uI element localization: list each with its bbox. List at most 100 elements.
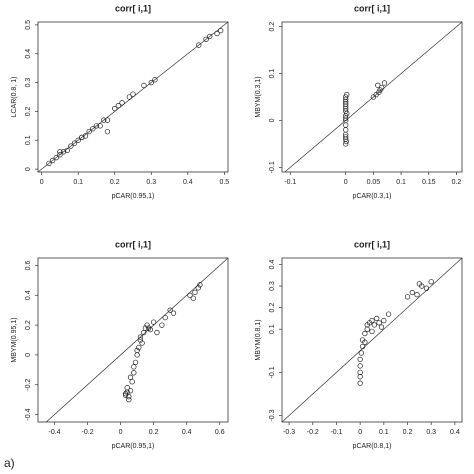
- x-tick-label: -0.4: [48, 429, 60, 436]
- y-tick-label: 0.3: [25, 78, 32, 88]
- x-tick-label: -0.1: [330, 429, 342, 436]
- point: [357, 380, 363, 386]
- point: [154, 329, 160, 336]
- point: [122, 392, 129, 398]
- y-tick-label: 0.5: [25, 20, 32, 30]
- point: [60, 149, 67, 155]
- point: [115, 103, 122, 109]
- x-tick-label: 0.1: [379, 429, 389, 436]
- point: [144, 322, 150, 328]
- y-tick-label: -0.4: [25, 408, 32, 420]
- y-tick-label: 0.2: [25, 106, 32, 116]
- x-tick-label: 0.5: [219, 179, 229, 186]
- point: [147, 326, 153, 333]
- point: [196, 42, 202, 48]
- x-tick-label: 0.3: [426, 429, 436, 436]
- point: [357, 363, 363, 369]
- plot-frame: [281, 21, 463, 173]
- point: [385, 311, 392, 317]
- point: [362, 330, 368, 337]
- x-tick-label: -0.1: [284, 179, 296, 186]
- y-axis-label: MBYM(0.3,1): [255, 76, 262, 117]
- point: [53, 154, 59, 161]
- point: [104, 117, 111, 123]
- y-tick-label: 0: [269, 118, 276, 122]
- x-tick-label: 0.15: [422, 179, 436, 186]
- y-tick-label: 0.1: [269, 324, 276, 334]
- point: [371, 322, 378, 328]
- point: [132, 359, 139, 366]
- x-tick-label: 0.2: [403, 429, 413, 436]
- point: [358, 350, 364, 356]
- point: [119, 100, 125, 106]
- point: [134, 352, 140, 358]
- plot-frame: [37, 257, 229, 423]
- x-tick-label: 0.6: [215, 429, 225, 436]
- x-tick-label: -0.2: [307, 429, 319, 436]
- point: [71, 140, 78, 146]
- x-tick-label: 0.3: [146, 179, 156, 186]
- point: [416, 281, 423, 287]
- y-tick-label: -0.1: [269, 161, 276, 173]
- x-tick-label: 0: [119, 429, 123, 436]
- x-tick-label: -0.3: [283, 429, 295, 436]
- point: [137, 337, 144, 343]
- point: [49, 157, 56, 164]
- point: [137, 334, 144, 340]
- y-tick-label: 0.2: [25, 320, 32, 330]
- y-tick-label: 0: [25, 353, 32, 357]
- y-tick-label: 0.4: [25, 290, 32, 300]
- x-tick-label: 0.4: [450, 429, 460, 436]
- point: [126, 394, 132, 400]
- point: [170, 310, 177, 316]
- point: [404, 294, 411, 300]
- y-tick-label: -0.3: [269, 409, 276, 421]
- caption: a): [4, 456, 15, 470]
- point: [130, 91, 136, 97]
- point: [374, 315, 380, 322]
- point: [134, 347, 140, 354]
- y-tick-label: 0.6: [25, 260, 32, 270]
- point: [190, 295, 196, 301]
- point: [93, 123, 100, 129]
- point: [75, 137, 81, 143]
- point: [167, 307, 173, 313]
- point: [146, 325, 152, 331]
- point: [90, 126, 96, 132]
- point: [152, 77, 158, 83]
- point: [343, 127, 349, 133]
- point: [86, 128, 92, 135]
- point: [46, 160, 52, 166]
- identity-line: [284, 21, 463, 173]
- chart-title: corr[ i,1]: [115, 239, 151, 249]
- point: [141, 329, 147, 336]
- point: [127, 374, 134, 380]
- chart-title: corr[ i,1]: [354, 239, 390, 249]
- y-tick-label: 0.1: [269, 69, 276, 79]
- x-tick-label: 0: [358, 429, 362, 436]
- point: [197, 282, 203, 288]
- point: [381, 80, 388, 86]
- point: [195, 285, 201, 291]
- point: [218, 28, 224, 34]
- plot-frame: [281, 257, 463, 423]
- identity-line: [281, 257, 463, 423]
- x-tick-label: 0.05: [367, 179, 381, 186]
- x-axis-label: pCAR(0.95,1): [112, 193, 155, 200]
- point: [57, 152, 63, 158]
- point: [141, 82, 147, 89]
- point: [369, 317, 375, 324]
- point: [379, 84, 385, 91]
- x-tick-label: 0.1: [73, 179, 83, 186]
- point: [139, 340, 145, 346]
- point: [129, 379, 135, 385]
- point: [122, 391, 129, 397]
- x-axis-label: pCAR(0.3,1): [353, 193, 392, 200]
- chart-title: corr[ i,1]: [115, 3, 151, 13]
- x-tick-label: 0.2: [149, 429, 159, 436]
- point: [409, 289, 415, 296]
- x-axis-label: pCAR(0.95,1): [112, 443, 155, 450]
- point: [131, 364, 137, 370]
- point: [136, 344, 142, 351]
- y-tick-label: -0.1: [269, 366, 276, 378]
